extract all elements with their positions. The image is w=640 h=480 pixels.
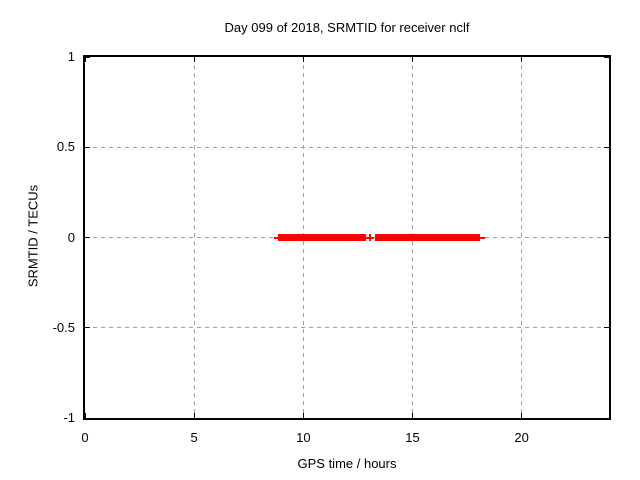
- y-tick-left: [85, 56, 90, 58]
- data-tip: [480, 236, 485, 239]
- x-tick-bottom: [521, 413, 523, 418]
- y-tick-left: [85, 417, 90, 419]
- x-tick-top: [84, 57, 86, 62]
- y-tick-label: 0: [67, 229, 75, 245]
- y-tick-right: [604, 327, 609, 329]
- y-tick-left: [85, 237, 90, 238]
- y-tick-right: [604, 237, 609, 238]
- y-tick-label: -0.5: [52, 319, 75, 335]
- x-tick-bottom: [84, 413, 86, 418]
- x-tick-top: [521, 57, 523, 62]
- x-tick-label: 5: [190, 430, 198, 445]
- gridline-y--0.5: [85, 327, 609, 329]
- y-tick-right: [604, 146, 609, 148]
- x-tick-label: 15: [405, 430, 420, 445]
- gridline-y-0.5: [85, 146, 609, 148]
- chart-title: Day 099 of 2018, SRMTID for receiver ncl…: [224, 20, 470, 35]
- y-tick-label: -1: [63, 410, 75, 425]
- x-tick-label: 0: [81, 430, 89, 445]
- y-tick-left: [85, 327, 90, 329]
- y-tick-left: [85, 146, 90, 148]
- plus-marker-v: [369, 234, 372, 241]
- x-axis-label: GPS time / hours: [297, 456, 397, 471]
- x-tick-label: 20: [514, 430, 529, 445]
- x-tick-top: [302, 57, 304, 62]
- x-tick-top: [193, 57, 195, 62]
- x-tick-top: [412, 57, 413, 62]
- x-tick-bottom: [302, 413, 304, 418]
- data-band: [278, 234, 366, 241]
- x-tick-bottom: [412, 413, 413, 418]
- y-tick-right: [604, 56, 609, 58]
- data-tip: [274, 236, 279, 239]
- y-tick-label: 0.5: [56, 139, 75, 155]
- x-tick-bottom: [193, 413, 195, 418]
- plot-area: [83, 55, 611, 420]
- y-tick-label: 1: [67, 49, 75, 64]
- data-band: [375, 234, 481, 241]
- x-tick-label: 10: [296, 430, 311, 445]
- y-tick-right: [604, 417, 609, 419]
